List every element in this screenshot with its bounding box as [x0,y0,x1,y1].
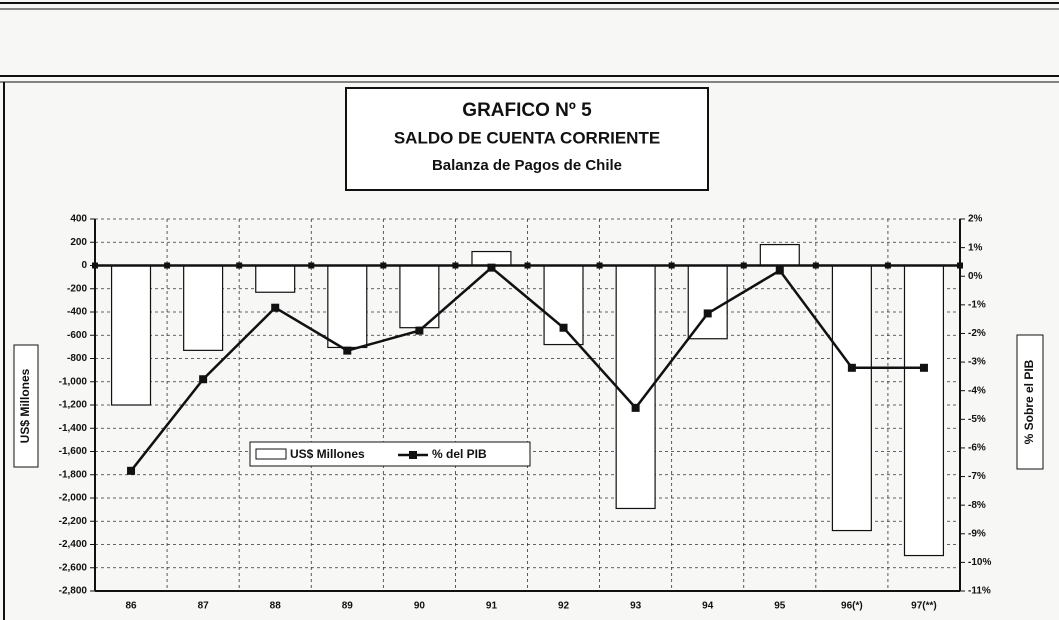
y-tick-label: -2,800 [59,586,88,597]
x-tick-label: 86 [125,601,137,612]
y2-tick-label: -6% [968,443,986,454]
x-tick-label: 93 [630,601,642,612]
marker [847,363,856,372]
y2-tick-label: -10% [968,557,991,568]
x-tick-label: 94 [702,601,714,612]
y2-tick-label: -1% [968,299,986,310]
line [130,266,924,472]
zero-tick [740,262,747,269]
y2-tick-label: -5% [968,414,986,425]
marker [703,309,712,318]
zero-tick [308,262,315,269]
y-tick-label: -800 [67,353,87,364]
x-tick-label: 88 [270,601,282,612]
x-tick-label: 91 [486,601,498,612]
y-tick-label: -1,000 [59,376,88,387]
y2-tick-label: 1% [968,242,983,253]
y2-tick-label: 0% [968,271,983,282]
legend-label: US$ Millones [290,447,365,461]
zero-tick [92,262,98,269]
bar [831,264,872,532]
legend-box [249,441,531,467]
bar [903,264,945,557]
y2-tick-label: -11% [968,586,991,597]
y-tick-label: -2,400 [59,539,88,550]
title-box [345,87,709,191]
bar [471,250,512,267]
y-tick-label: -2,000 [59,493,88,504]
chart-title: GRAFICO Nº 5 [462,100,592,121]
x-tick-label: 96(*) [841,601,863,612]
marker [271,303,280,312]
marker [775,266,784,275]
y2-axis-label: % Sobre el PIB [1022,359,1036,444]
y2-tick-label: 2% [968,214,983,225]
chart-subtitle: Balanza de Pagos de Chile [432,157,622,174]
y2-tick-label: -4% [968,385,986,396]
x-tick-label: 97(**) [911,601,937,612]
bar [759,243,800,267]
bar [543,264,584,346]
y-tick-label: -1,600 [59,446,88,457]
marker [415,326,424,335]
x-tick-label: 95 [774,601,786,612]
marker [631,403,640,412]
y-tick-label: -1,400 [59,423,88,434]
marker [343,346,352,355]
x-tick-label: 90 [414,601,426,612]
y-label-box [13,344,39,468]
y-tick-label: -2,600 [59,562,88,573]
zero-tick [668,262,675,269]
zero-tick [812,262,819,269]
bar [615,264,656,510]
marker [919,363,928,372]
zero-tick [236,262,243,269]
x-tick-label: 87 [198,601,210,612]
marker [559,323,568,332]
chart-subtitle: SALDO DE CUENTA CORRIENTE [394,128,660,147]
y-tick-label: -200 [67,283,87,294]
legend-swatch [255,448,287,460]
y2-label-box [1016,334,1044,470]
y2-tick-label: -7% [968,471,986,482]
y-tick-label: 200 [70,237,87,248]
zero-tick [957,262,963,269]
bar [110,264,152,406]
y-tick-label: -1,800 [59,469,88,480]
y2-tick-label: -3% [968,357,986,368]
y-axis-label: US$ Millones [18,368,32,443]
y-tick-label: -1,200 [59,400,88,411]
y2-tick-label: -2% [968,328,986,339]
bar [687,264,728,340]
zero-tick [452,262,459,269]
zero-tick [164,262,171,269]
zero-tick [524,262,531,269]
y-tick-label: -2,200 [59,516,88,527]
y-tick-label: -600 [67,330,87,341]
legend-label: % del PIB [432,447,487,461]
zero-tick [596,262,603,269]
marker [487,263,496,272]
y2-tick-label: -8% [968,500,986,511]
x-tick-label: 92 [558,601,570,612]
bar [327,264,368,349]
marker [127,466,136,475]
zero-tick [380,262,387,269]
y2-tick-label: -9% [968,528,986,539]
y-tick-label: 0 [81,260,87,271]
bar [183,264,224,351]
y-tick-label: 400 [70,214,87,225]
bar [255,264,296,293]
zero-tick [884,262,891,269]
y-tick-label: -400 [67,307,87,318]
legend-swatch [409,451,417,459]
marker [199,375,208,384]
x-tick-label: 89 [342,601,354,612]
